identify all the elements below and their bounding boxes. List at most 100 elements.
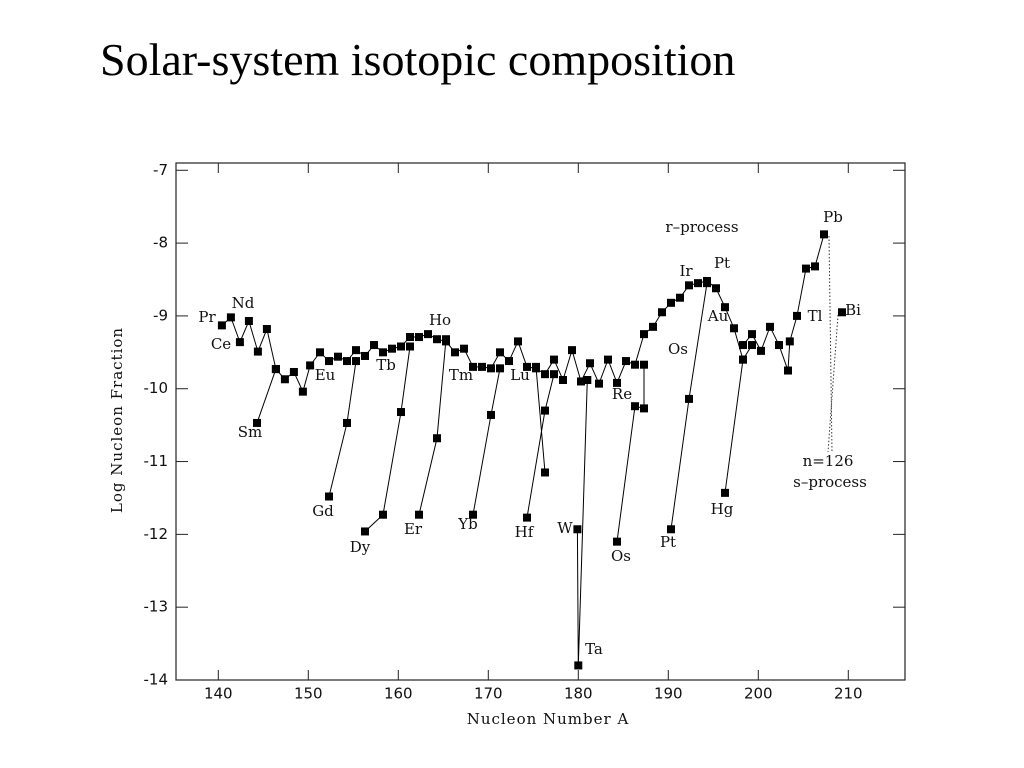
data-line <box>256 368 277 424</box>
annotation: Pb <box>823 208 843 226</box>
annotation: Tb <box>376 356 396 374</box>
annotation: Pr <box>198 308 216 326</box>
data-point <box>325 357 333 366</box>
data-point <box>685 281 693 290</box>
slide-title: Solar-system isotopic composition <box>100 34 735 85</box>
annotation: Er <box>404 520 423 538</box>
data-point <box>559 375 567 384</box>
data-point <box>775 341 783 350</box>
data-point <box>271 365 280 374</box>
annotation: Dy <box>350 538 371 556</box>
data-point <box>640 404 648 413</box>
annotation: Hg <box>711 500 734 518</box>
data-point <box>253 347 262 356</box>
data-point <box>793 311 801 320</box>
data-point <box>631 402 639 411</box>
annotation: Sm <box>238 423 263 441</box>
x-tick-label: 200 <box>744 685 773 703</box>
data-point <box>550 355 558 364</box>
x-tick-label: 150 <box>294 685 323 703</box>
dotted-guide <box>827 314 839 453</box>
data-point <box>667 525 675 534</box>
data-point <box>478 362 486 371</box>
data-point <box>649 322 657 331</box>
data-point <box>631 360 639 369</box>
annotation: Ho <box>429 311 451 329</box>
annotation: Pt <box>714 254 730 272</box>
data-point <box>352 346 360 355</box>
data-point <box>766 322 774 331</box>
annotation: Ta <box>585 640 603 658</box>
y-tick-label: -11 <box>144 452 169 470</box>
data-point <box>667 298 675 307</box>
data-point <box>343 418 351 427</box>
data-point <box>676 293 684 302</box>
data-point <box>505 357 513 366</box>
annotation: Eu <box>315 366 336 384</box>
data-point <box>541 406 549 415</box>
annotation: Ir <box>679 262 693 280</box>
data-point <box>748 341 756 350</box>
data-point <box>658 308 666 317</box>
data-point <box>613 378 621 387</box>
data-point <box>514 337 522 346</box>
data-point <box>487 364 495 373</box>
data-point <box>496 348 504 357</box>
data-line <box>221 280 744 394</box>
data-point <box>802 264 810 273</box>
data-point <box>838 308 846 317</box>
data-point <box>613 537 621 546</box>
data-point <box>397 342 405 351</box>
annotation: Pt <box>660 533 676 551</box>
data-point <box>550 370 558 379</box>
data-point <box>703 279 711 288</box>
data-line <box>724 344 753 493</box>
annotation: Os <box>668 340 688 358</box>
annotation: Tm <box>449 366 473 384</box>
data-point <box>262 325 271 334</box>
data-point <box>406 333 414 342</box>
data-point <box>334 352 342 361</box>
data-point <box>460 344 468 353</box>
data-point <box>577 377 585 386</box>
data-line <box>472 368 501 515</box>
annotation: W <box>557 519 573 537</box>
data-point <box>730 324 738 333</box>
x-tick-label: 210 <box>834 685 863 703</box>
data-point <box>433 335 441 344</box>
data-point <box>573 525 582 534</box>
data-point <box>451 348 459 357</box>
data-point <box>379 510 387 519</box>
data-point <box>280 375 289 384</box>
data-point <box>721 303 729 312</box>
x-tick-label: 190 <box>654 685 683 703</box>
annotation: s–process <box>793 473 867 491</box>
data-point <box>289 367 298 376</box>
dotted-guide <box>828 235 833 453</box>
data-point <box>487 410 495 419</box>
data-point <box>748 330 756 339</box>
data-point <box>306 361 315 370</box>
plot-frame <box>175 162 906 681</box>
data-line <box>742 234 825 371</box>
data-line <box>535 366 546 473</box>
annotation: Os <box>611 547 631 565</box>
annotation: Au <box>707 307 729 325</box>
data-point <box>370 341 378 350</box>
data-point <box>415 510 423 519</box>
data-point <box>361 351 369 360</box>
data-point <box>523 362 531 371</box>
x-tick-label: 160 <box>384 685 413 703</box>
annotation: Lu <box>510 366 530 384</box>
data-point <box>721 488 729 497</box>
data-line <box>526 374 555 518</box>
data-point <box>379 348 387 357</box>
y-tick-label: -14 <box>144 671 169 689</box>
annotation: Re <box>612 385 632 403</box>
annotation: Ce <box>211 335 231 353</box>
data-point <box>541 370 549 379</box>
annotation: n=126 <box>803 452 854 470</box>
annotation: Gd <box>312 502 334 520</box>
data-point <box>415 333 423 342</box>
